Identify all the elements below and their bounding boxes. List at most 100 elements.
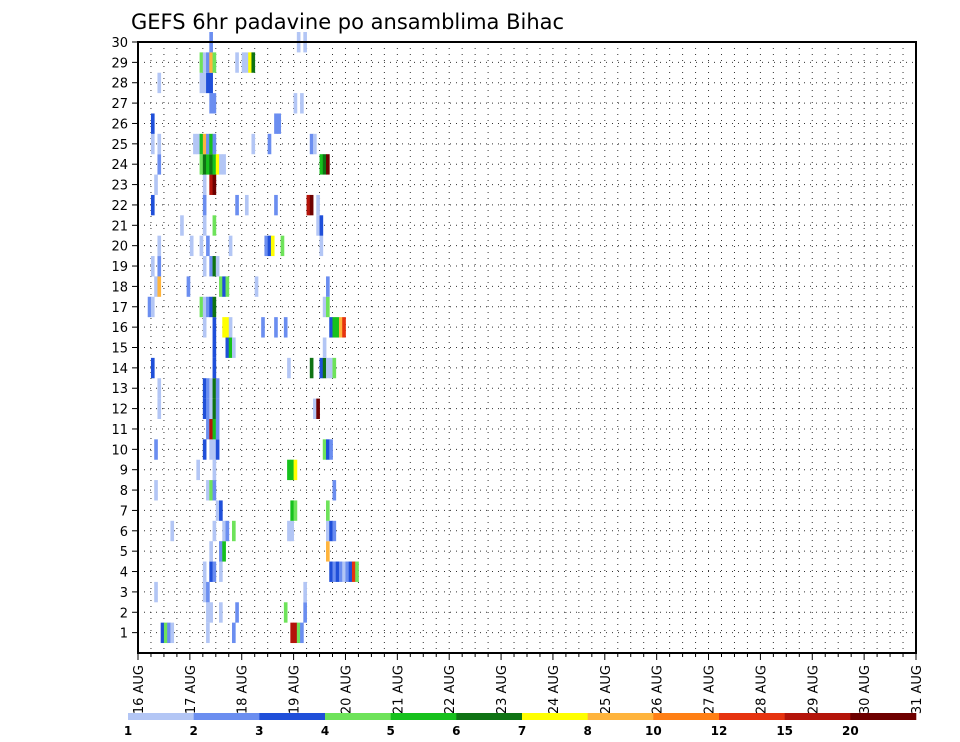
colorbar-label: 3 xyxy=(255,724,263,738)
heatmap-cell xyxy=(251,52,256,73)
x-tick-label: 28 AUG xyxy=(754,665,769,714)
x-tick-label: 23 AUG xyxy=(495,665,510,714)
heatmap-cell xyxy=(228,337,233,358)
heatmap-cell xyxy=(212,378,217,399)
heatmap-cell xyxy=(170,520,175,542)
heatmap-cell xyxy=(206,581,210,603)
heatmap-cell xyxy=(351,561,356,582)
y-tick-label: 24 xyxy=(111,158,128,173)
heatmap-cell xyxy=(212,520,217,542)
heatmap-cell xyxy=(303,581,307,603)
heatmap-cell xyxy=(150,113,155,134)
heatmap-cell xyxy=(293,459,298,481)
heatmap-cell xyxy=(186,276,191,297)
x-tick-label: 21 AUG xyxy=(391,665,406,714)
heatmap-cell xyxy=(212,561,217,582)
colorbar-swatch xyxy=(850,713,917,720)
heatmap-cell xyxy=(225,317,230,338)
heatmap-cell xyxy=(215,256,220,277)
heatmap-cell xyxy=(322,337,327,358)
heatmap-cell xyxy=(209,52,213,73)
heatmap-cell xyxy=(313,398,317,419)
y-tick-label: 17 xyxy=(111,301,128,316)
heatmap-cell xyxy=(150,357,155,379)
colorbar-label: 1 xyxy=(124,724,132,738)
y-tick-label: 27 xyxy=(111,97,128,112)
heatmap-cell xyxy=(326,439,330,460)
colorbar-label: 12 xyxy=(711,724,728,738)
x-tick-label: 30 AUG xyxy=(858,665,873,714)
heatmap-cell xyxy=(157,72,162,94)
heatmap-cell xyxy=(199,52,204,73)
x-tick-label: 29 AUG xyxy=(806,665,821,714)
heatmap-cell xyxy=(319,215,324,236)
heatmap-cell xyxy=(212,93,217,114)
x-tick-label: 18 AUG xyxy=(236,665,251,714)
heatmap-cell xyxy=(348,561,353,582)
heatmap-cell xyxy=(196,133,200,155)
heatmap-cell xyxy=(232,622,236,644)
heatmap-cell xyxy=(212,52,217,73)
heatmap-cell xyxy=(209,256,213,277)
heatmap-cell xyxy=(322,357,327,379)
heatmap-cell xyxy=(222,541,226,562)
heatmap-cell xyxy=(290,622,294,644)
heatmap-cell xyxy=(206,154,210,175)
chart-title: GEFS 6hr padavine po ansamblima Bihac xyxy=(131,10,564,34)
heatmap-cell xyxy=(167,622,171,644)
heatmap-cell xyxy=(160,622,165,644)
heatmap-cell xyxy=(300,622,304,644)
heatmap-cell xyxy=(202,561,207,582)
heatmap-cell xyxy=(154,480,158,501)
heatmap-cell xyxy=(209,93,213,114)
heatmap-cell xyxy=(332,561,337,582)
heatmap-cell xyxy=(206,378,210,399)
y-tick-label: 2 xyxy=(120,606,128,621)
heatmap-cell xyxy=(215,154,220,175)
heatmap-cell xyxy=(206,52,210,73)
y-tick-label: 15 xyxy=(111,342,128,357)
heatmap-cell xyxy=(202,174,207,195)
heatmap-cell xyxy=(225,276,230,297)
heatmap-cell xyxy=(267,235,272,257)
heatmap-cell xyxy=(264,235,269,257)
heatmap-cell xyxy=(283,602,288,623)
heatmap-cell xyxy=(212,459,217,481)
heatmap-cell xyxy=(329,520,333,542)
colorbar-label: 4 xyxy=(321,724,329,738)
heatmap-cell xyxy=(199,235,204,257)
y-tick-label: 5 xyxy=(120,545,128,560)
colorbar-swatch xyxy=(653,713,720,720)
heatmap-cell xyxy=(277,113,282,134)
heatmap-cell xyxy=(154,276,158,297)
y-tick-label: 16 xyxy=(111,321,128,336)
colorbar-label: 8 xyxy=(583,724,591,738)
heatmap-cell xyxy=(287,357,291,379)
heatmap-cell xyxy=(225,337,230,358)
heatmap-cell xyxy=(261,317,265,338)
heatmap-cell xyxy=(199,154,204,175)
heatmap-cell xyxy=(290,459,294,481)
y-tick-label: 28 xyxy=(111,77,128,92)
heatmap-cell xyxy=(313,133,317,155)
heatmap-cell xyxy=(196,459,200,481)
heatmap-cell xyxy=(212,174,217,195)
colorbar-swatch xyxy=(784,713,851,720)
x-tick-label: 31 AUG xyxy=(910,665,925,714)
heatmap-cell xyxy=(232,520,236,542)
heatmap-cell xyxy=(293,622,298,644)
heatmap-cell xyxy=(212,215,217,236)
heatmap-cell xyxy=(303,602,307,623)
heatmap-cell xyxy=(274,317,278,338)
heatmap-cell xyxy=(209,480,213,501)
heatmap-cell xyxy=(150,194,155,216)
heatmap-cell xyxy=(329,439,333,460)
heatmap-cell xyxy=(355,561,359,582)
heatmap-cell xyxy=(206,480,210,501)
heatmap-cell xyxy=(329,561,333,582)
heatmap-cell xyxy=(319,154,324,175)
colorbar-swatch xyxy=(719,713,785,720)
heatmap-cell xyxy=(287,459,291,481)
y-tick-label: 26 xyxy=(111,117,128,132)
heatmap-cell xyxy=(293,500,298,521)
